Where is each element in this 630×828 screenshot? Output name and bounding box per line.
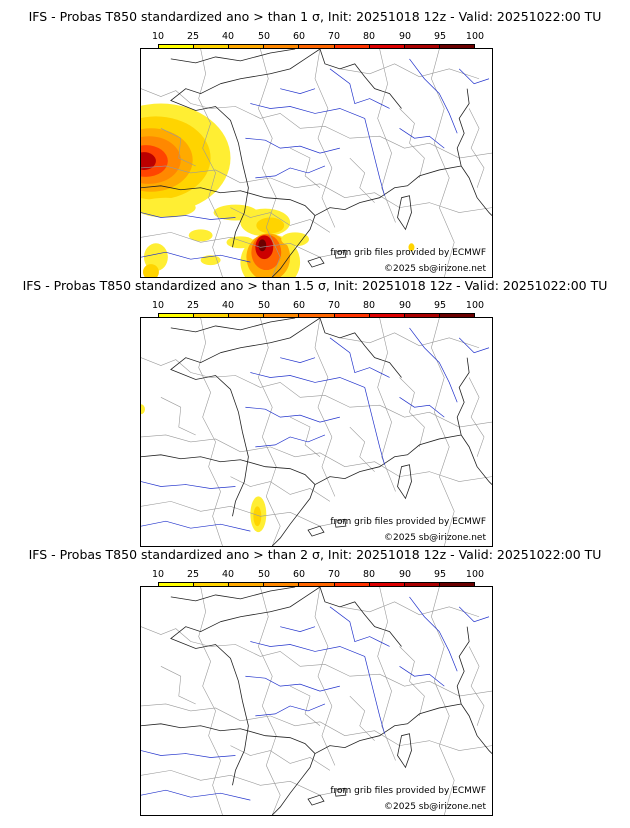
colorbar-tick: 25 (186, 31, 200, 42)
colorbar-tick: 70 (327, 300, 341, 311)
colorbar-tick: 60 (292, 300, 306, 311)
colorbar-tick: 40 (221, 300, 235, 311)
colorbar-bin (194, 314, 230, 319)
colorbar-tick: 25 (186, 569, 200, 580)
colorbar-bin (159, 45, 195, 50)
colorbar-tick: 50 (257, 31, 271, 42)
colorbar-tick-labels: 10 25 40 50 60 70 80 90 95 100 (152, 31, 484, 43)
colorbar-bin (369, 45, 405, 50)
map-canvas (141, 49, 492, 277)
colorbar-bin (229, 583, 265, 588)
colorbar-tick: 70 (327, 569, 341, 580)
source-credit: from grib files provided by ECMWF (330, 517, 486, 527)
colorbar-tick: 90 (398, 569, 412, 580)
copyright-credit: ©2025 sb@irizone.net (384, 533, 486, 543)
colorbar-tick: 10 (151, 300, 165, 311)
colorbar-bin (299, 45, 335, 50)
colorbar-bin (439, 583, 474, 588)
colorbar-tick: 95 (433, 300, 447, 311)
colorbar-bin (369, 314, 405, 319)
probability-map: from grib files provided by ECMWF ©2025 … (140, 586, 493, 816)
probability-map: from grib files provided by ECMWF ©2025 … (140, 317, 493, 547)
probability-map: from grib files provided by ECMWF ©2025 … (140, 48, 493, 278)
colorbar-tick-labels: 10 25 40 50 60 70 80 90 95 100 (152, 569, 484, 581)
panel-title: IFS - Probas T850 standardized ano > tha… (22, 278, 608, 293)
colorbar-tick: 100 (465, 569, 485, 580)
colorbar-bin (334, 45, 370, 50)
copyright-credit: ©2025 sb@irizone.net (384, 264, 486, 274)
colorbar-bin (404, 45, 440, 50)
probability-shading (141, 404, 267, 533)
colorbar-tick: 100 (465, 300, 485, 311)
colorbar-tick: 80 (362, 31, 376, 42)
colorbar-bin (194, 583, 230, 588)
colorbar-bin (159, 314, 195, 319)
colorbar-bin (404, 314, 440, 319)
colorbar-tick: 90 (398, 300, 412, 311)
colorbar-bin (369, 583, 405, 588)
map-panel-3: IFS - Probas T850 standardized ano > tha… (0, 547, 630, 818)
probability-shading (141, 103, 415, 277)
panel-title: IFS - Probas T850 standardized ano > tha… (28, 547, 602, 562)
colorbar-tick: 50 (257, 569, 271, 580)
source-credit: from grib files provided by ECMWF (330, 786, 486, 796)
colorbar-tick: 80 (362, 569, 376, 580)
colorbar-tick: 80 (362, 300, 376, 311)
colorbar-tick-labels: 10 25 40 50 60 70 80 90 95 100 (152, 300, 484, 312)
colorbar-bin (229, 45, 265, 50)
colorbar-bin (194, 45, 230, 50)
copyright-credit: ©2025 sb@irizone.net (384, 802, 486, 812)
colorbar-tick: 40 (221, 31, 235, 42)
colorbar-tick: 10 (151, 31, 165, 42)
colorbar-bin (404, 583, 440, 588)
map-canvas (141, 318, 492, 546)
colorbar-tick: 95 (433, 31, 447, 42)
colorbar-bin (439, 314, 474, 319)
colorbar-bin (299, 583, 335, 588)
colorbar-bin (159, 583, 195, 588)
colorbar-tick: 70 (327, 31, 341, 42)
colorbar-tick: 100 (465, 31, 485, 42)
map-canvas (141, 587, 492, 815)
colorbar-tick: 60 (292, 31, 306, 42)
map-panel-2: IFS - Probas T850 standardized ano > tha… (0, 278, 630, 549)
colorbar-tick: 90 (398, 31, 412, 42)
colorbar-bin (439, 45, 474, 50)
map-panel-1: IFS - Probas T850 standardized ano > tha… (0, 9, 630, 280)
colorbar-bin (334, 314, 370, 319)
colorbar-bin (334, 583, 370, 588)
colorbar-bin (229, 314, 265, 319)
colorbar-tick: 40 (221, 569, 235, 580)
panel-title: IFS - Probas T850 standardized ano > tha… (28, 9, 602, 24)
colorbar-tick: 60 (292, 569, 306, 580)
source-credit: from grib files provided by ECMWF (330, 248, 486, 258)
colorbar-tick: 50 (257, 300, 271, 311)
colorbar-tick: 25 (186, 300, 200, 311)
colorbar-bin (264, 314, 300, 319)
colorbar-bin (299, 314, 335, 319)
colorbar-tick: 10 (151, 569, 165, 580)
colorbar-bin (264, 45, 300, 50)
colorbar-bin (264, 583, 300, 588)
colorbar-tick: 95 (433, 569, 447, 580)
